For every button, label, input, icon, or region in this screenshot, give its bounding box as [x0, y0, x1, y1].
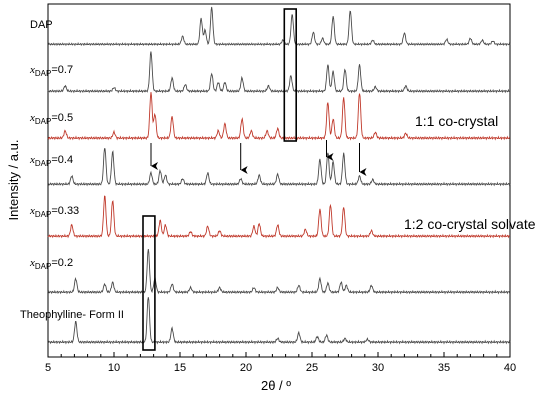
x-tick-label-30: 30 — [372, 362, 384, 374]
x-tick-label-35: 35 — [438, 362, 450, 374]
y-axis-title: Intensity / a.u. — [6, 140, 21, 221]
trace-5 — [47, 195, 511, 239]
trace-3 — [47, 92, 511, 141]
trace-label-7: Theophylline- Form II — [20, 309, 124, 321]
trace-1 — [47, 6, 511, 47]
traces-group — [47, 6, 511, 345]
trace-2 — [47, 51, 511, 94]
annotation-1-2-co-crystal-solvate: 1:2 co-crystal solvate — [404, 216, 536, 232]
trace-label-2: xDAP=0.7 — [29, 64, 73, 78]
trace-7 — [47, 297, 511, 345]
trace-label-4: xDAP=0.4 — [29, 154, 73, 168]
x-tick-label-15: 15 — [174, 362, 186, 374]
highlight-box-2 — [142, 215, 156, 351]
trace-labels-group: DAP xDAP=0.7 xDAP=0.5 xDAP=0.4 xDAP=0.33 xDAP… — [20, 19, 124, 321]
trace-label-1: DAP — [30, 19, 53, 31]
trace-label-6: xDAP=0.2 — [29, 257, 73, 271]
plot-frame — [47, 3, 511, 358]
x-tick-label-25: 25 — [306, 362, 318, 374]
x-axis-ticks-group: 5 10 15 20 25 30 35 40 — [45, 352, 516, 374]
arrows-group — [150, 140, 367, 176]
highlight-boxes-group — [142, 8, 297, 351]
x-tick-label-10: 10 — [108, 362, 120, 374]
annotation-1-1-co-crystal: 1:1 co-crystal — [415, 113, 498, 129]
trace-label-5: xDAP=0.33 — [29, 205, 79, 219]
trace-label-3: xDAP=0.5 — [29, 112, 73, 126]
trace-4 — [47, 148, 511, 187]
trace-6 — [47, 249, 511, 295]
x-axis-title: 2θ / º — [261, 378, 291, 393]
x-tick-label-5: 5 — [45, 362, 51, 374]
highlight-box-1 — [283, 8, 297, 142]
x-tick-label-20: 20 — [240, 362, 252, 374]
x-tick-label-40: 40 — [504, 362, 516, 374]
